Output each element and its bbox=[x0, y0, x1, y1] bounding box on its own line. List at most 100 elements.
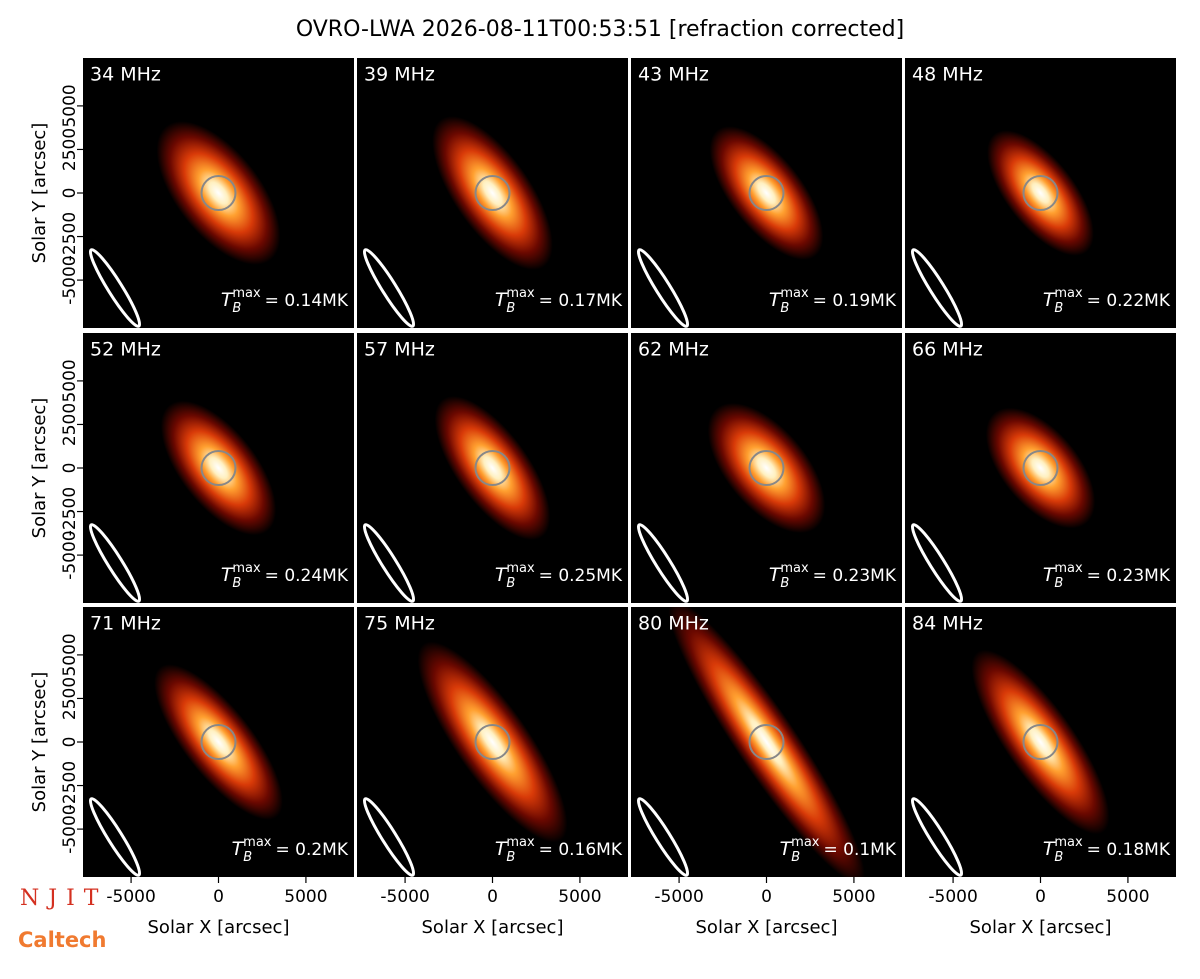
solar-disk bbox=[748, 175, 785, 211]
tb-symbol: T bbox=[1043, 564, 1056, 586]
radio-emission bbox=[709, 126, 824, 260]
panel bbox=[83, 607, 354, 877]
radio-emission bbox=[985, 407, 1096, 529]
solar-disk bbox=[200, 450, 237, 486]
beam bbox=[636, 797, 690, 877]
y-axis-label: Solar Y [arcsec] bbox=[29, 398, 50, 539]
panel-title: 57 MHz bbox=[364, 339, 435, 361]
logo-caltech: Caltech bbox=[18, 928, 106, 952]
radio-emission bbox=[434, 396, 551, 540]
solar-disk bbox=[1022, 450, 1059, 486]
beam bbox=[88, 523, 142, 603]
tb-superscript: max bbox=[232, 561, 261, 576]
radio-emission bbox=[987, 130, 1094, 256]
tb-subscript: B bbox=[780, 576, 789, 591]
tb-subscript: B bbox=[506, 850, 515, 865]
tb-symbol: T bbox=[221, 289, 234, 311]
y-tick-label: 5000 bbox=[60, 84, 80, 127]
beam bbox=[910, 523, 964, 603]
tb-value: = 0.17MK bbox=[539, 291, 623, 311]
y-tick-label: 2500 bbox=[60, 403, 80, 446]
beam bbox=[636, 523, 690, 603]
x-tick-label: -5000 bbox=[106, 887, 155, 907]
x-tick-label: 0 bbox=[1035, 887, 1046, 907]
tb-superscript: max bbox=[780, 286, 809, 301]
panel bbox=[357, 607, 628, 877]
x-tick-label: -5000 bbox=[654, 887, 703, 907]
beam bbox=[362, 797, 416, 877]
tb-superscript: max bbox=[506, 286, 535, 301]
solar-disk bbox=[200, 724, 237, 760]
panel bbox=[83, 333, 354, 603]
tb-value: = 0.19MK bbox=[813, 291, 897, 311]
tb-max-annotation: TBmax = 0.1MK bbox=[780, 835, 897, 865]
y-tick-label: 2500 bbox=[60, 128, 80, 171]
radio-emission bbox=[432, 116, 553, 270]
tb-subscript: B bbox=[791, 850, 800, 865]
y-tick-label: -2500 bbox=[60, 487, 80, 536]
panel-title: 43 MHz bbox=[638, 64, 709, 86]
tb-superscript: max bbox=[243, 835, 272, 850]
panel bbox=[631, 607, 902, 877]
panel-title: 71 MHz bbox=[90, 613, 161, 635]
tb-value: = 0.16MK bbox=[539, 840, 623, 860]
y-tick-label: 2500 bbox=[60, 677, 80, 720]
tb-symbol: T bbox=[495, 289, 508, 311]
y-tick-label: 5000 bbox=[60, 359, 80, 402]
tb-max-annotation: TBmax = 0.18MK bbox=[1043, 835, 1171, 865]
y-axis-label: Solar Y [arcsec] bbox=[29, 672, 50, 813]
panel-title: 62 MHz bbox=[638, 339, 709, 361]
tb-value: = 0.24MK bbox=[265, 566, 349, 586]
tb-subscript: B bbox=[506, 301, 515, 316]
x-tick-label: -5000 bbox=[380, 887, 429, 907]
tb-subscript: B bbox=[232, 301, 241, 316]
x-axis-label: Solar X [arcsec] bbox=[696, 917, 838, 938]
tb-symbol: T bbox=[780, 838, 793, 860]
tb-max-annotation: TBmax = 0.24MK bbox=[221, 561, 349, 591]
panel-title: 48 MHz bbox=[912, 64, 983, 86]
x-tick-label: 0 bbox=[487, 887, 498, 907]
tb-max-annotation: TBmax = 0.25MK bbox=[495, 561, 623, 591]
tb-max-annotation: TBmax = 0.16MK bbox=[495, 835, 623, 865]
tb-subscript: B bbox=[232, 576, 241, 591]
tb-value: = 0.25MK bbox=[539, 566, 623, 586]
tb-value: = 0.23MK bbox=[813, 566, 897, 586]
radio-emission bbox=[154, 664, 283, 820]
tb-symbol: T bbox=[769, 564, 782, 586]
tb-symbol: T bbox=[495, 564, 508, 586]
solar-disk bbox=[1022, 175, 1059, 211]
solar-disk bbox=[748, 450, 785, 486]
tb-superscript: max bbox=[506, 561, 535, 576]
panel-title: 34 MHz bbox=[90, 64, 161, 86]
tb-value: = 0.14MK bbox=[265, 291, 349, 311]
panel bbox=[83, 58, 354, 328]
tb-value: = 0.22MK bbox=[1087, 291, 1171, 311]
solar-disk bbox=[474, 724, 511, 760]
y-tick-label: -2500 bbox=[60, 212, 80, 261]
panel bbox=[631, 333, 902, 603]
tb-subscript: B bbox=[1054, 301, 1063, 316]
panel-title: 75 MHz bbox=[364, 613, 435, 635]
tb-subscript: B bbox=[243, 850, 252, 865]
tb-subscript: B bbox=[506, 576, 515, 591]
solar-disk bbox=[474, 175, 511, 211]
tb-max-annotation: TBmax = 0.22MK bbox=[1043, 286, 1171, 316]
tb-value: = 0.18MK bbox=[1087, 840, 1171, 860]
tb-symbol: T bbox=[1043, 838, 1056, 860]
tb-superscript: max bbox=[1054, 561, 1083, 576]
x-tick-label: 5000 bbox=[284, 887, 327, 907]
tb-symbol: T bbox=[221, 564, 234, 586]
beam bbox=[910, 797, 964, 877]
tb-subscript: B bbox=[1054, 576, 1063, 591]
panel-title: 80 MHz bbox=[638, 613, 709, 635]
tb-superscript: max bbox=[1054, 835, 1083, 850]
y-tick-label: -5000 bbox=[60, 804, 80, 853]
figure-title: OVRO-LWA 2026-08-11T00:53:51 [refraction… bbox=[296, 17, 904, 42]
tb-value: = 0.23MK bbox=[1087, 566, 1171, 586]
beam bbox=[636, 248, 690, 328]
y-tick-label: 0 bbox=[60, 737, 80, 748]
tb-max-annotation: TBmax = 0.17MK bbox=[495, 286, 623, 316]
tb-symbol: T bbox=[232, 838, 245, 860]
radio-emission bbox=[668, 607, 865, 877]
